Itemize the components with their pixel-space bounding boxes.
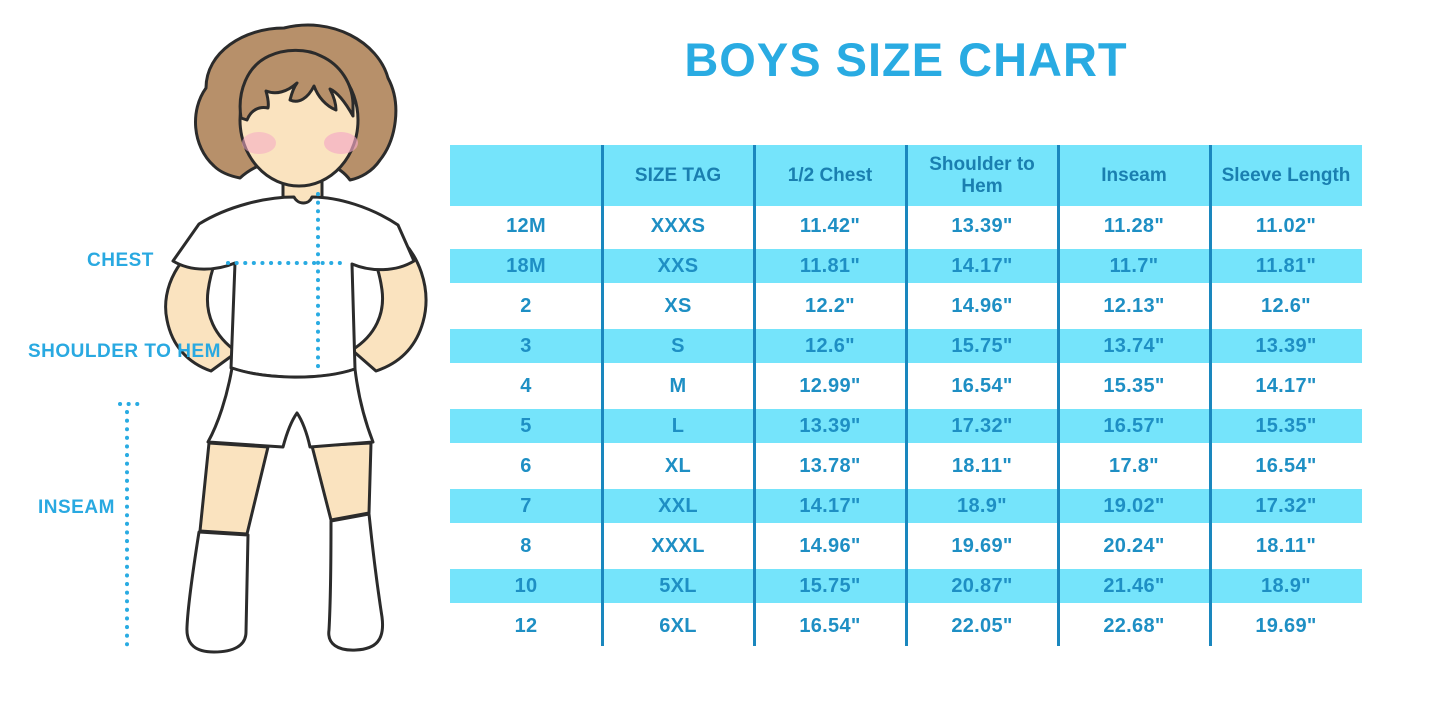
table-cell: 20.24" bbox=[1103, 534, 1165, 557]
table-cell: 18.9" bbox=[1261, 574, 1311, 597]
table-cell: 15.75" bbox=[951, 334, 1013, 357]
table-cell: XXS bbox=[657, 254, 699, 277]
table-cell: 5XL bbox=[659, 574, 697, 597]
table-cell: 22.05" bbox=[951, 614, 1013, 637]
table-cell: 14.17" bbox=[951, 254, 1013, 277]
page-title: BOYS SIZE CHART bbox=[684, 33, 1128, 86]
table-cell: 15.75" bbox=[799, 574, 861, 597]
table-cell: 18.9" bbox=[957, 494, 1007, 517]
table-cell: 5 bbox=[520, 414, 532, 437]
table-cell: 11.28" bbox=[1103, 214, 1165, 237]
table-row: 2 XS 12.2" 14.96" 12.13" 12.6" bbox=[450, 286, 1362, 326]
table-cell: 18.11" bbox=[1255, 534, 1317, 557]
header-cell-inseam: Inseam bbox=[1101, 164, 1167, 186]
table-cell: 19.69" bbox=[1255, 614, 1317, 637]
table-cell: 14.17" bbox=[1255, 374, 1317, 397]
table-cell: 6XL bbox=[659, 614, 697, 637]
table-cell: 13.39" bbox=[951, 214, 1013, 237]
table-cell: M bbox=[669, 374, 687, 397]
table-cell: 18.11" bbox=[951, 454, 1013, 477]
header-cell-size-tag: SIZE TAG bbox=[634, 164, 722, 186]
table-cell: 10 bbox=[514, 574, 538, 597]
table-cell: 19.69" bbox=[951, 534, 1013, 557]
boy-left-arm bbox=[164, 236, 239, 373]
table-cell: 3 bbox=[520, 334, 532, 357]
table-cell: 11.81" bbox=[799, 254, 861, 277]
table-cell: 16.54" bbox=[799, 614, 861, 637]
table-cell: 12.6" bbox=[805, 334, 855, 357]
table-cell: XXL bbox=[658, 494, 698, 517]
boy-blush-right bbox=[324, 132, 358, 154]
table-cell: 13.39" bbox=[799, 414, 861, 437]
table-cell: 4 bbox=[520, 374, 532, 397]
table-cell: 16.54" bbox=[1255, 454, 1317, 477]
table-cell: 20.87" bbox=[951, 574, 1013, 597]
boy-illustration bbox=[118, 23, 428, 654]
boy-right-arm bbox=[350, 230, 428, 373]
table-cell: 11.81" bbox=[1255, 254, 1317, 277]
column-divider bbox=[753, 145, 756, 646]
table-cell: XS bbox=[664, 294, 692, 317]
table-cell: 14.17" bbox=[799, 494, 861, 517]
table-cell: 2 bbox=[520, 294, 532, 317]
boy-right-sock bbox=[327, 512, 385, 652]
table-cell: 16.54" bbox=[951, 374, 1013, 397]
table-cell: 12.2" bbox=[805, 294, 855, 317]
table-cell: 12.13" bbox=[1103, 294, 1165, 317]
boy-right-leg bbox=[310, 441, 373, 522]
boy-hair-fringe bbox=[238, 48, 355, 122]
table-row: 12M XXXS 11.42" 13.39" 11.28" 11.02" bbox=[450, 206, 1362, 246]
table-cell: S bbox=[671, 334, 685, 357]
table-cell: 17.32" bbox=[1255, 494, 1317, 517]
table-cell: 11.02" bbox=[1255, 214, 1317, 237]
table-cell: 13.39" bbox=[1255, 334, 1317, 357]
table-row: 6 XL 13.78" 18.11" 17.8" 16.54" bbox=[450, 446, 1362, 486]
table-cell: 19.02" bbox=[1103, 494, 1165, 517]
table-cell: XL bbox=[664, 454, 692, 477]
size-table: SIZE TAG 1/2 Chest Shoulder to Hem Insea… bbox=[450, 145, 1362, 646]
table-cell: 17.32" bbox=[951, 414, 1013, 437]
header-cell-shoulder-to-hem: Shoulder to Hem bbox=[929, 153, 1035, 197]
table-cell: 12.6" bbox=[1261, 294, 1311, 317]
table-row: 12 6XL 16.54" 22.05" 22.68" 19.69" bbox=[450, 606, 1362, 646]
column-divider bbox=[1057, 145, 1060, 646]
table-cell: 14.96" bbox=[799, 534, 861, 557]
measurement-label-inseam: INSEAM bbox=[38, 497, 115, 518]
table-cell: 11.42" bbox=[799, 214, 861, 237]
table-cell: 18M bbox=[506, 254, 546, 277]
header-cell-sleeve-length: Sleeve Length bbox=[1221, 164, 1351, 186]
table-cell: 13.78" bbox=[799, 454, 861, 477]
boy-shorts bbox=[206, 366, 375, 449]
boy-blush-left bbox=[242, 132, 276, 154]
table-cell: 11.7" bbox=[1109, 254, 1159, 277]
boy-left-sock bbox=[185, 530, 250, 654]
table-row: 8 XXXL 14.96" 19.69" 20.24" 18.11" bbox=[450, 526, 1362, 566]
table-cell: 15.35" bbox=[1255, 414, 1317, 437]
table-cell: 15.35" bbox=[1103, 374, 1165, 397]
table-cell: XXXS bbox=[650, 214, 706, 237]
column-divider bbox=[905, 145, 908, 646]
boy-left-leg bbox=[198, 441, 270, 536]
measurement-label-shoulder-to-hem: SHOULDER TO HEM bbox=[28, 341, 221, 362]
table-cell: 7 bbox=[520, 494, 532, 517]
table-row: 4 M 12.99" 16.54" 15.35" 14.17" bbox=[450, 366, 1362, 406]
table-cell: 21.46" bbox=[1103, 574, 1165, 597]
table-cell: 12M bbox=[506, 214, 546, 237]
table-cell: 13.74" bbox=[1103, 334, 1165, 357]
table-cell: 12 bbox=[514, 614, 538, 637]
table-cell: 17.8" bbox=[1109, 454, 1159, 477]
header-cell-half-chest: 1/2 Chest bbox=[787, 164, 873, 186]
measurement-label-chest: CHEST bbox=[87, 250, 154, 271]
table-cell: 8 bbox=[520, 534, 532, 557]
table-cell: 14.96" bbox=[951, 294, 1013, 317]
table-cell: 12.99" bbox=[799, 374, 861, 397]
table-cell: 22.68" bbox=[1103, 614, 1165, 637]
table-cell: L bbox=[671, 414, 685, 437]
table-cell: XXXL bbox=[651, 534, 705, 557]
table-cell: 16.57" bbox=[1103, 414, 1165, 437]
table-cell: 6 bbox=[520, 454, 532, 477]
column-divider bbox=[1209, 145, 1212, 646]
column-divider bbox=[601, 145, 604, 646]
